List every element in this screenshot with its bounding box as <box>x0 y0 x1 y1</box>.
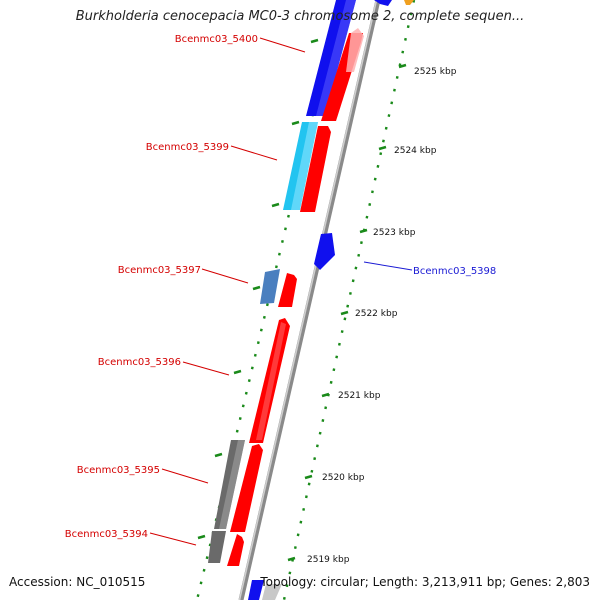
gene-top-red-pink <box>346 28 364 72</box>
outer-tick <box>252 285 261 291</box>
inner-tick-marks <box>287 63 407 562</box>
gene-label-5400[interactable]: Bcenmc03_5400 <box>175 34 258 45</box>
kbp-labels: 2525 kbp 2524 kbp 2523 kbp 2522 kbp 2521… <box>307 67 457 565</box>
leader-5396 <box>182 361 230 376</box>
tick-label: 2519 kbp <box>307 555 350 565</box>
tick-label: 2521 kbp <box>338 391 381 401</box>
gene-red-5[interactable] <box>230 444 263 532</box>
map-title: Burkholderia cenocepacia MC0-3 chromosom… <box>75 9 525 24</box>
tick-label: 2523 kbp <box>373 228 416 238</box>
inner-tick <box>378 145 387 151</box>
outer-tick <box>197 534 206 540</box>
tick-label: 2520 kbp <box>322 473 365 483</box>
gene-bcenmc03-5397-block[interactable] <box>260 269 280 304</box>
forward-strand-genes <box>227 28 364 566</box>
topology-text: Topology: circular; Length: 3,213,911 bp… <box>260 575 590 589</box>
inner-tick <box>304 474 313 480</box>
outer-tick <box>233 369 242 375</box>
gene-red-6[interactable] <box>227 534 244 566</box>
gene-bcenmc03-5399-shade <box>291 122 318 210</box>
leader-5397 <box>201 268 249 284</box>
inner-dotted-track <box>282 0 416 600</box>
tick-label: 2525 kbp <box>414 67 457 77</box>
outer-tick <box>214 452 223 458</box>
gene-bcenmc03-5398-block[interactable] <box>314 233 335 270</box>
leader-5398 <box>363 261 413 271</box>
gene-name-labels: Bcenmc03_5400 Bcenmc03_5399 Bcenmc03_539… <box>65 34 497 540</box>
outer-tick <box>291 120 300 126</box>
inner-tick <box>398 63 407 69</box>
outer-tick <box>271 202 280 208</box>
gene-bcenmc03-5394-block[interactable] <box>208 531 226 563</box>
inner-tick <box>340 310 349 316</box>
gene-label-5397[interactable]: Bcenmc03_5397 <box>118 265 201 276</box>
tick-label: 2524 kbp <box>394 146 437 156</box>
gene-bcenmc03-5400-shade <box>316 0 356 116</box>
gene-bcenmc03-5396-shade <box>256 322 286 440</box>
gene-label-5395[interactable]: Bcenmc03_5395 <box>77 465 160 476</box>
leader-5399 <box>230 145 278 161</box>
gene-red-2[interactable] <box>300 126 331 212</box>
gene-bottom-blue-block[interactable] <box>248 580 264 600</box>
outer-tick-marks <box>197 38 319 540</box>
inner-tick <box>359 228 368 234</box>
backbone-highlight <box>238 0 378 600</box>
gene-bcenmc03-5395-shade <box>219 440 245 529</box>
accession-text: Accession: NC_010515 <box>9 575 146 589</box>
label-leaders <box>149 37 413 546</box>
backbone-line <box>238 0 381 600</box>
gene-label-5398[interactable]: Bcenmc03_5398 <box>413 266 496 277</box>
inner-tick <box>321 392 330 398</box>
gene-label-5399[interactable]: Bcenmc03_5399 <box>146 142 229 153</box>
reverse-strand-genes <box>208 0 414 600</box>
gene-red-3[interactable] <box>278 273 297 307</box>
outer-tick <box>310 38 319 44</box>
gene-top-blue-arrow[interactable] <box>374 0 392 6</box>
leader-5395 <box>161 468 209 484</box>
leader-5394 <box>149 532 197 546</box>
leader-5400 <box>259 37 306 53</box>
gene-bottom-gray-block[interactable] <box>262 584 282 600</box>
gene-label-5396[interactable]: Bcenmc03_5396 <box>98 357 181 368</box>
gene-top-orange-arrow[interactable] <box>404 0 414 5</box>
inner-tick <box>287 556 296 562</box>
gene-label-5394[interactable]: Bcenmc03_5394 <box>65 529 148 540</box>
tick-label: 2522 kbp <box>355 309 398 319</box>
